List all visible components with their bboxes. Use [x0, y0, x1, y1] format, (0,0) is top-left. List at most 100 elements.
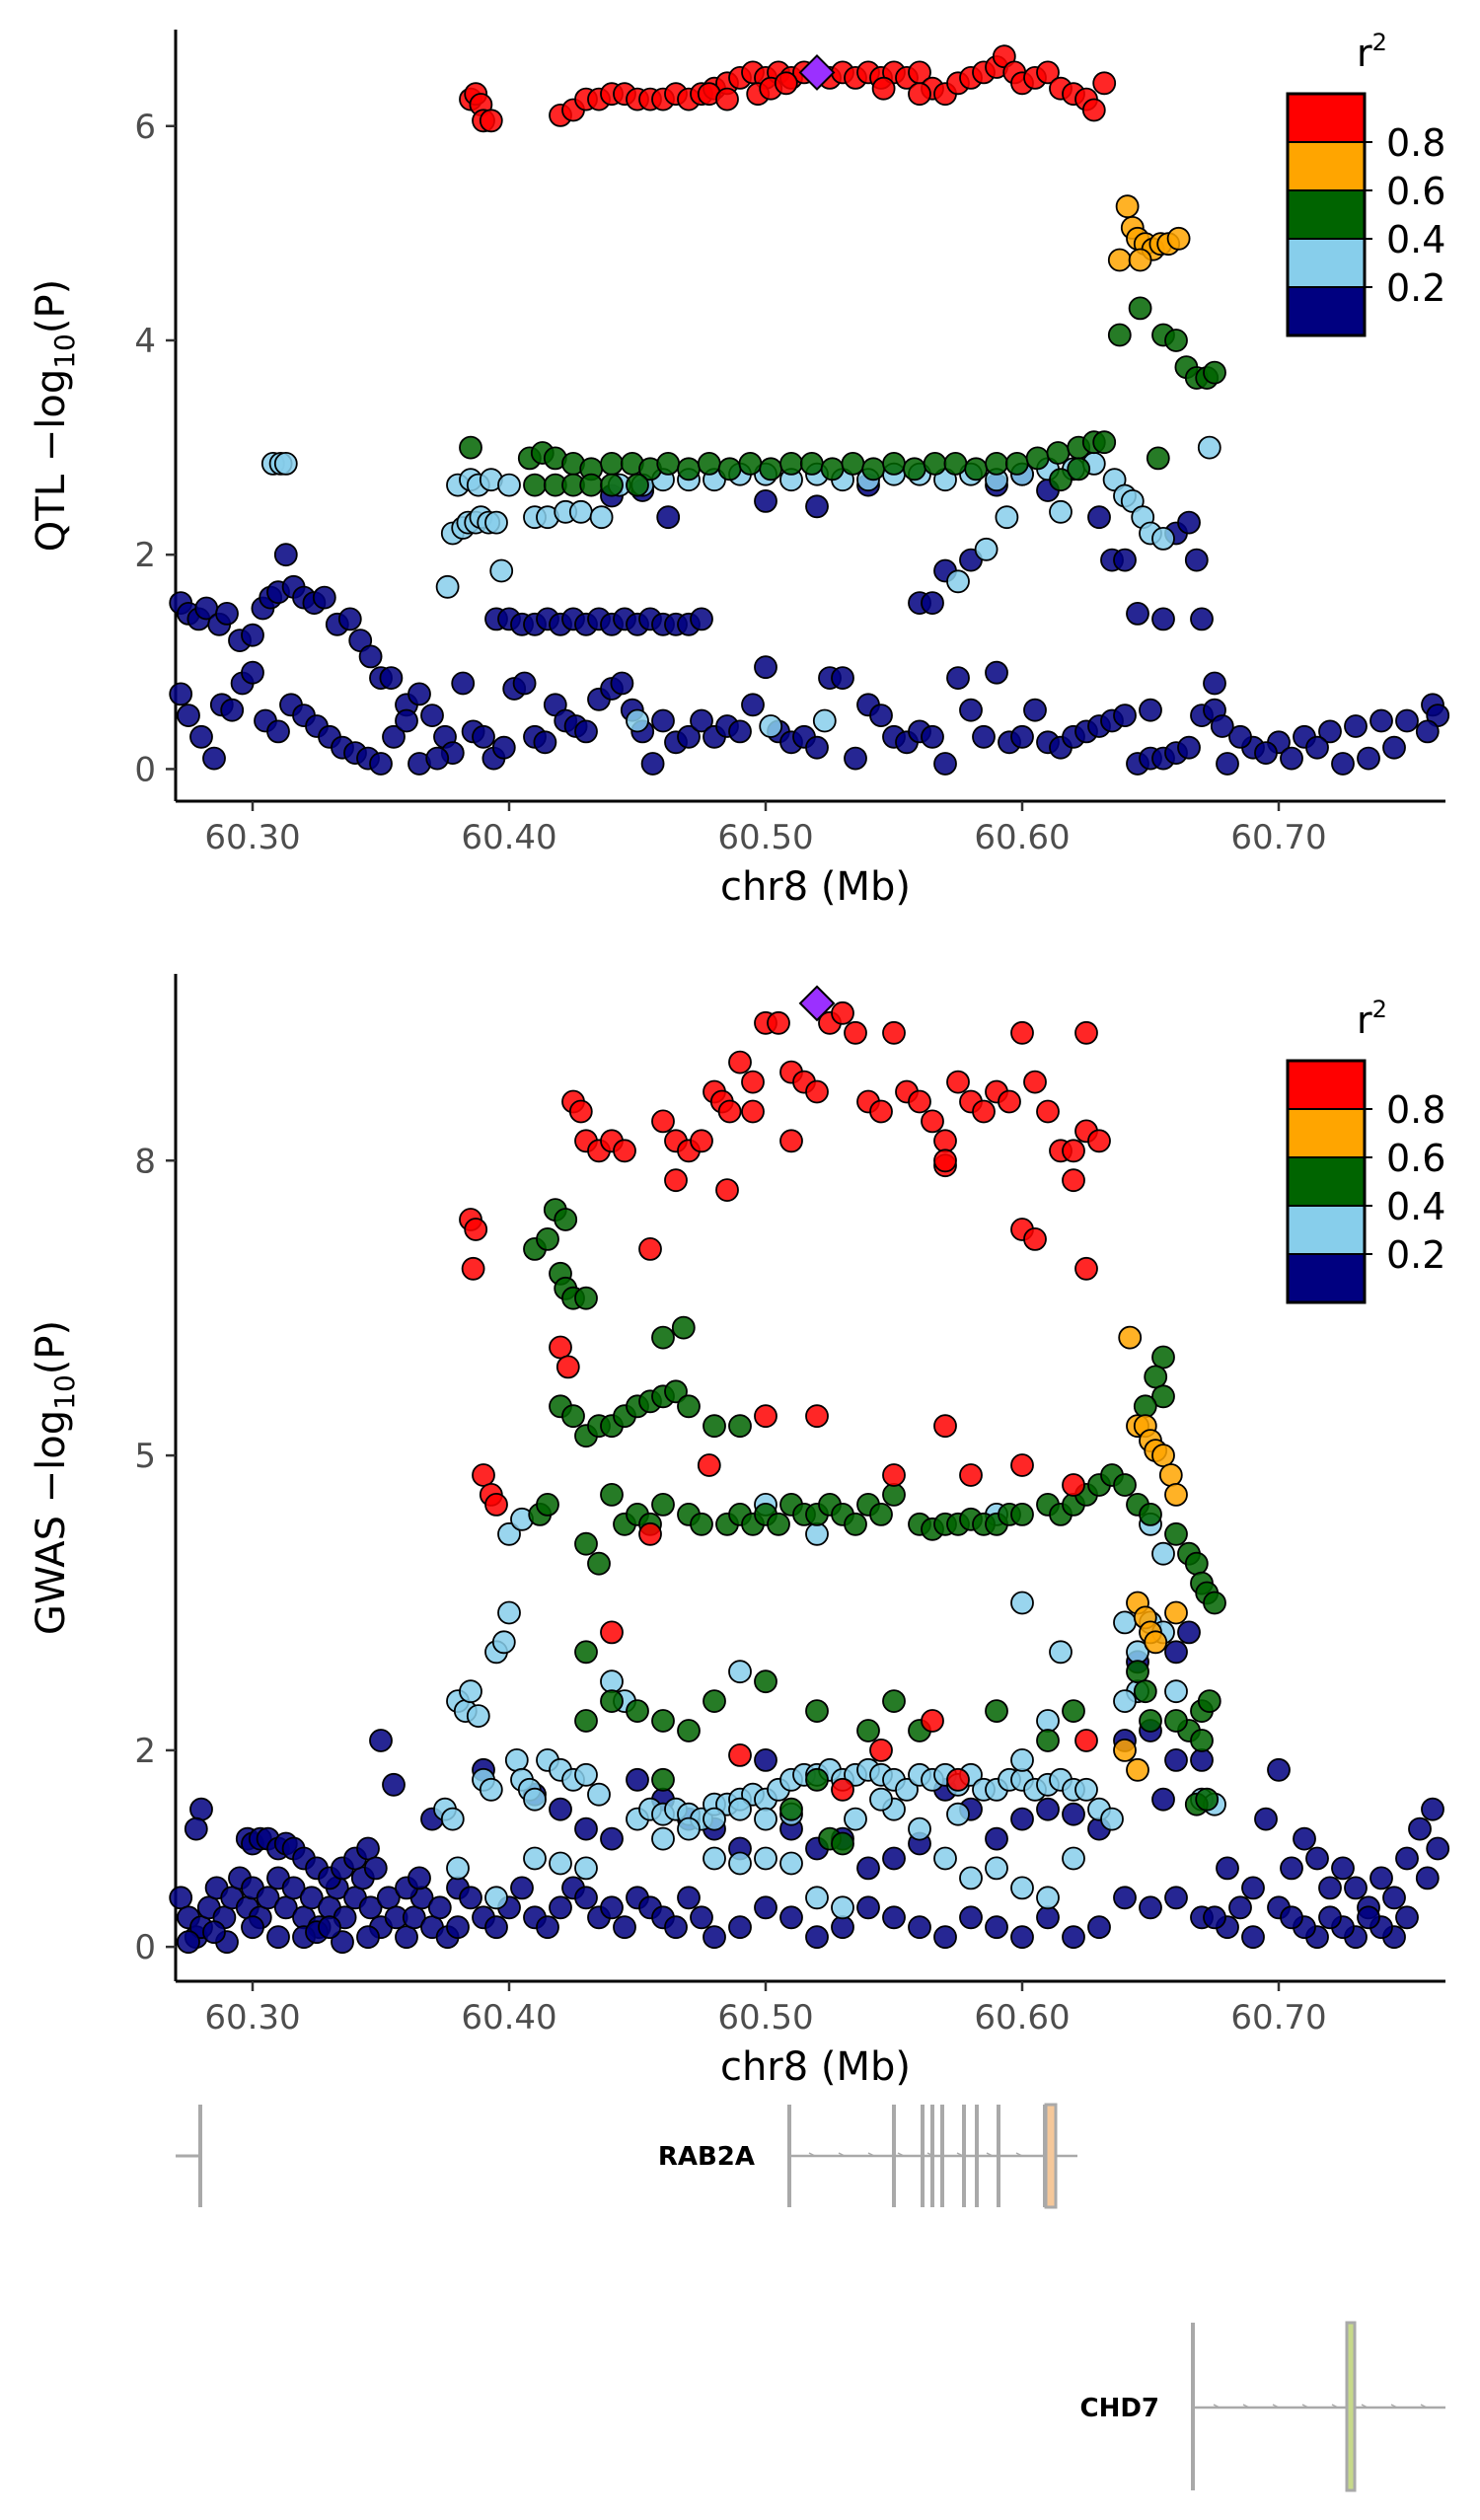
snp-point — [779, 1851, 803, 1876]
snp-point — [921, 1109, 944, 1134]
snp-point — [318, 1915, 341, 1940]
snp-point — [402, 1905, 426, 1930]
snp-point — [1074, 1729, 1098, 1752]
snp-point — [369, 752, 393, 776]
snp-point — [985, 660, 1008, 685]
legend-label: 0.8 — [1386, 1088, 1445, 1132]
snp-point — [549, 1895, 572, 1920]
snp-point — [921, 1709, 944, 1733]
snp-point — [933, 1846, 957, 1871]
snp-point — [728, 1050, 752, 1075]
snp-point — [1062, 1139, 1085, 1163]
snp-point — [882, 1905, 906, 1930]
snp-point — [844, 1807, 867, 1831]
snp-point — [946, 1767, 970, 1792]
snp-point — [504, 1748, 529, 1772]
snp-point — [425, 746, 450, 771]
snp-point — [1036, 1709, 1060, 1733]
snp-point — [600, 1689, 624, 1713]
snp-point — [446, 1856, 470, 1881]
y-tick-label: 0 — [134, 1928, 156, 1967]
snp-point — [799, 451, 824, 476]
snp-point — [1190, 607, 1214, 631]
snp-point — [497, 1521, 521, 1546]
snp-point — [946, 666, 970, 690]
snp-point — [555, 1355, 580, 1379]
snp-point — [895, 1777, 919, 1802]
snp-point — [435, 574, 460, 599]
snp-point — [638, 1521, 662, 1546]
snp-point — [921, 724, 944, 749]
snp-point — [754, 488, 777, 513]
y-tick-label: 0 — [134, 750, 156, 789]
snp-point — [1074, 1020, 1098, 1045]
snp-point — [831, 666, 854, 690]
snp-point — [395, 1925, 418, 1950]
snp-point — [533, 730, 557, 755]
snp-point — [759, 457, 783, 482]
snp-point — [805, 1767, 829, 1792]
legend-label: 0.8 — [1386, 121, 1445, 165]
strand-arrow — [1390, 2404, 1398, 2409]
snp-point — [959, 1866, 983, 1890]
snp-point — [1318, 1905, 1342, 1930]
x-axis-title: chr8 (Mb) — [720, 2044, 911, 2090]
snp-point — [985, 1856, 1008, 1881]
snp-point — [728, 1414, 752, 1439]
y-axis-title: GWAS −log10(P) — [29, 1320, 81, 1635]
snp-point — [871, 76, 896, 101]
x-tick-label: 60.30 — [204, 1998, 300, 2038]
snp-point — [844, 1512, 867, 1536]
snp-point — [273, 451, 298, 476]
snp-point — [741, 693, 765, 717]
snp-point — [1158, 1463, 1183, 1487]
snp-point — [1113, 1739, 1137, 1762]
snp-point — [908, 82, 931, 107]
x-tick-label: 60.50 — [717, 818, 813, 857]
legend-title: r2 — [1357, 996, 1387, 1042]
strand-arrow — [1331, 2404, 1339, 2409]
snp-point — [613, 1915, 636, 1940]
snp-point — [497, 1600, 521, 1625]
snp-point — [985, 1699, 1008, 1723]
snp-point — [554, 1208, 578, 1231]
snp-point — [459, 1679, 482, 1704]
snp-point — [1164, 1600, 1188, 1625]
snp-point — [1241, 1876, 1265, 1900]
x-tick-label: 60.60 — [974, 818, 1070, 857]
snp-point — [1092, 71, 1117, 96]
snp-point — [523, 473, 547, 497]
snp-point — [1344, 714, 1368, 738]
snp-point — [1228, 1895, 1252, 1920]
snp-point — [491, 735, 516, 760]
snp-point — [943, 451, 968, 476]
snp-point — [1139, 1503, 1162, 1526]
snp-point — [1203, 1591, 1226, 1615]
snp-point — [241, 660, 264, 685]
snp-point — [651, 1493, 675, 1517]
snp-point — [1139, 1709, 1162, 1733]
points-layer — [169, 44, 1450, 776]
snp-point — [1036, 1729, 1060, 1752]
snp-point — [281, 1876, 306, 1900]
legend-swatch — [1287, 189, 1366, 240]
snp-point — [664, 1915, 688, 1940]
snp-point — [1318, 1876, 1342, 1900]
snp-point — [1177, 1620, 1201, 1645]
snp-point — [177, 704, 200, 727]
snp-point — [774, 71, 798, 96]
snp-point — [902, 457, 926, 482]
snp-point — [1062, 1699, 1085, 1723]
snp-point — [779, 1129, 803, 1153]
snp-point — [1126, 1660, 1149, 1684]
lead-snp-diamond — [798, 54, 836, 91]
snp-point — [1100, 1807, 1124, 1831]
strand-arrow — [1213, 2404, 1221, 2409]
snp-point — [626, 473, 649, 497]
points-layer — [169, 1001, 1450, 1955]
legend-label: 0.6 — [1386, 1137, 1445, 1180]
snp-point — [677, 457, 701, 482]
snp-point — [587, 1782, 611, 1807]
x-tick-label: 60.30 — [204, 818, 300, 857]
snp-point — [690, 1905, 713, 1930]
